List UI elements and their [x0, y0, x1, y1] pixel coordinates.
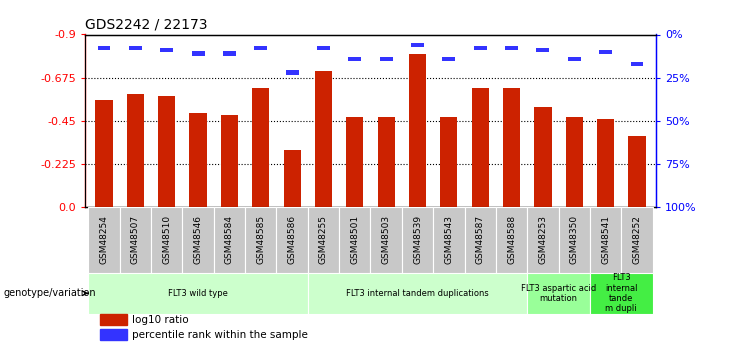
- Text: GSM48588: GSM48588: [507, 215, 516, 264]
- Text: GDS2242 / 22173: GDS2242 / 22173: [85, 18, 207, 32]
- Text: GSM48503: GSM48503: [382, 215, 391, 264]
- FancyBboxPatch shape: [339, 207, 370, 273]
- Bar: [192, 51, 205, 56]
- Text: GSM48546: GSM48546: [193, 215, 202, 264]
- Text: percentile rank within the sample: percentile rank within the sample: [132, 330, 308, 340]
- FancyBboxPatch shape: [433, 207, 465, 273]
- FancyBboxPatch shape: [88, 207, 120, 273]
- FancyBboxPatch shape: [182, 207, 213, 273]
- Bar: [568, 57, 581, 61]
- Bar: [315, 71, 332, 207]
- FancyBboxPatch shape: [120, 207, 151, 273]
- Text: GSM48585: GSM48585: [256, 215, 265, 264]
- Bar: [158, 96, 176, 207]
- Bar: [127, 94, 144, 207]
- Bar: [536, 48, 549, 52]
- Bar: [317, 46, 330, 50]
- Bar: [284, 149, 301, 207]
- Bar: [597, 119, 614, 207]
- Bar: [505, 46, 518, 50]
- Bar: [599, 50, 612, 54]
- Bar: [348, 57, 362, 61]
- FancyBboxPatch shape: [402, 207, 433, 273]
- Bar: [534, 107, 551, 207]
- Text: GSM48252: GSM48252: [633, 215, 642, 264]
- FancyBboxPatch shape: [621, 207, 653, 273]
- FancyBboxPatch shape: [528, 207, 559, 273]
- Bar: [473, 46, 487, 50]
- Bar: [190, 113, 207, 207]
- Text: GSM48587: GSM48587: [476, 215, 485, 264]
- Bar: [129, 46, 142, 50]
- Text: GSM48510: GSM48510: [162, 215, 171, 264]
- FancyBboxPatch shape: [559, 207, 590, 273]
- FancyBboxPatch shape: [213, 207, 245, 273]
- FancyBboxPatch shape: [245, 207, 276, 273]
- Text: GSM48539: GSM48539: [413, 215, 422, 264]
- Bar: [98, 46, 110, 50]
- Bar: [503, 88, 520, 207]
- FancyBboxPatch shape: [151, 207, 182, 273]
- Bar: [440, 117, 457, 207]
- Bar: [409, 54, 426, 207]
- Bar: [254, 46, 268, 50]
- Text: GSM48541: GSM48541: [601, 215, 610, 264]
- Bar: [223, 51, 236, 56]
- FancyBboxPatch shape: [276, 207, 308, 273]
- Bar: [160, 48, 173, 52]
- Bar: [378, 117, 395, 207]
- FancyBboxPatch shape: [590, 273, 653, 314]
- Bar: [471, 88, 489, 207]
- Text: log10 ratio: log10 ratio: [132, 315, 188, 325]
- Text: GSM48507: GSM48507: [131, 215, 140, 264]
- Text: GSM48255: GSM48255: [319, 215, 328, 264]
- Bar: [252, 88, 270, 207]
- Text: genotype/variation: genotype/variation: [4, 288, 96, 298]
- Text: FLT3
internal
tande
m dupli: FLT3 internal tande m dupli: [605, 273, 637, 313]
- Text: FLT3 internal tandem duplications: FLT3 internal tandem duplications: [346, 289, 489, 298]
- Bar: [100, 314, 127, 325]
- FancyBboxPatch shape: [528, 273, 590, 314]
- Bar: [565, 117, 583, 207]
- FancyBboxPatch shape: [496, 207, 528, 273]
- Text: GSM48584: GSM48584: [225, 215, 234, 264]
- Bar: [96, 100, 113, 207]
- Bar: [100, 329, 127, 340]
- Text: GSM48254: GSM48254: [99, 215, 108, 264]
- Text: GSM48543: GSM48543: [445, 215, 453, 264]
- Text: GSM48586: GSM48586: [288, 215, 296, 264]
- Bar: [442, 57, 455, 61]
- Bar: [628, 136, 645, 207]
- FancyBboxPatch shape: [308, 273, 528, 314]
- Bar: [346, 117, 363, 207]
- Bar: [379, 57, 393, 61]
- Text: GSM48253: GSM48253: [539, 215, 548, 264]
- Text: FLT3 aspartic acid
mutation: FLT3 aspartic acid mutation: [521, 284, 597, 303]
- FancyBboxPatch shape: [88, 273, 308, 314]
- FancyBboxPatch shape: [308, 207, 339, 273]
- Bar: [631, 62, 643, 66]
- Bar: [221, 115, 238, 207]
- FancyBboxPatch shape: [590, 207, 621, 273]
- FancyBboxPatch shape: [370, 207, 402, 273]
- Text: GSM48350: GSM48350: [570, 215, 579, 264]
- Bar: [286, 70, 299, 75]
- Text: FLT3 wild type: FLT3 wild type: [168, 289, 228, 298]
- Text: GSM48501: GSM48501: [350, 215, 359, 264]
- Bar: [411, 43, 424, 47]
- FancyBboxPatch shape: [465, 207, 496, 273]
